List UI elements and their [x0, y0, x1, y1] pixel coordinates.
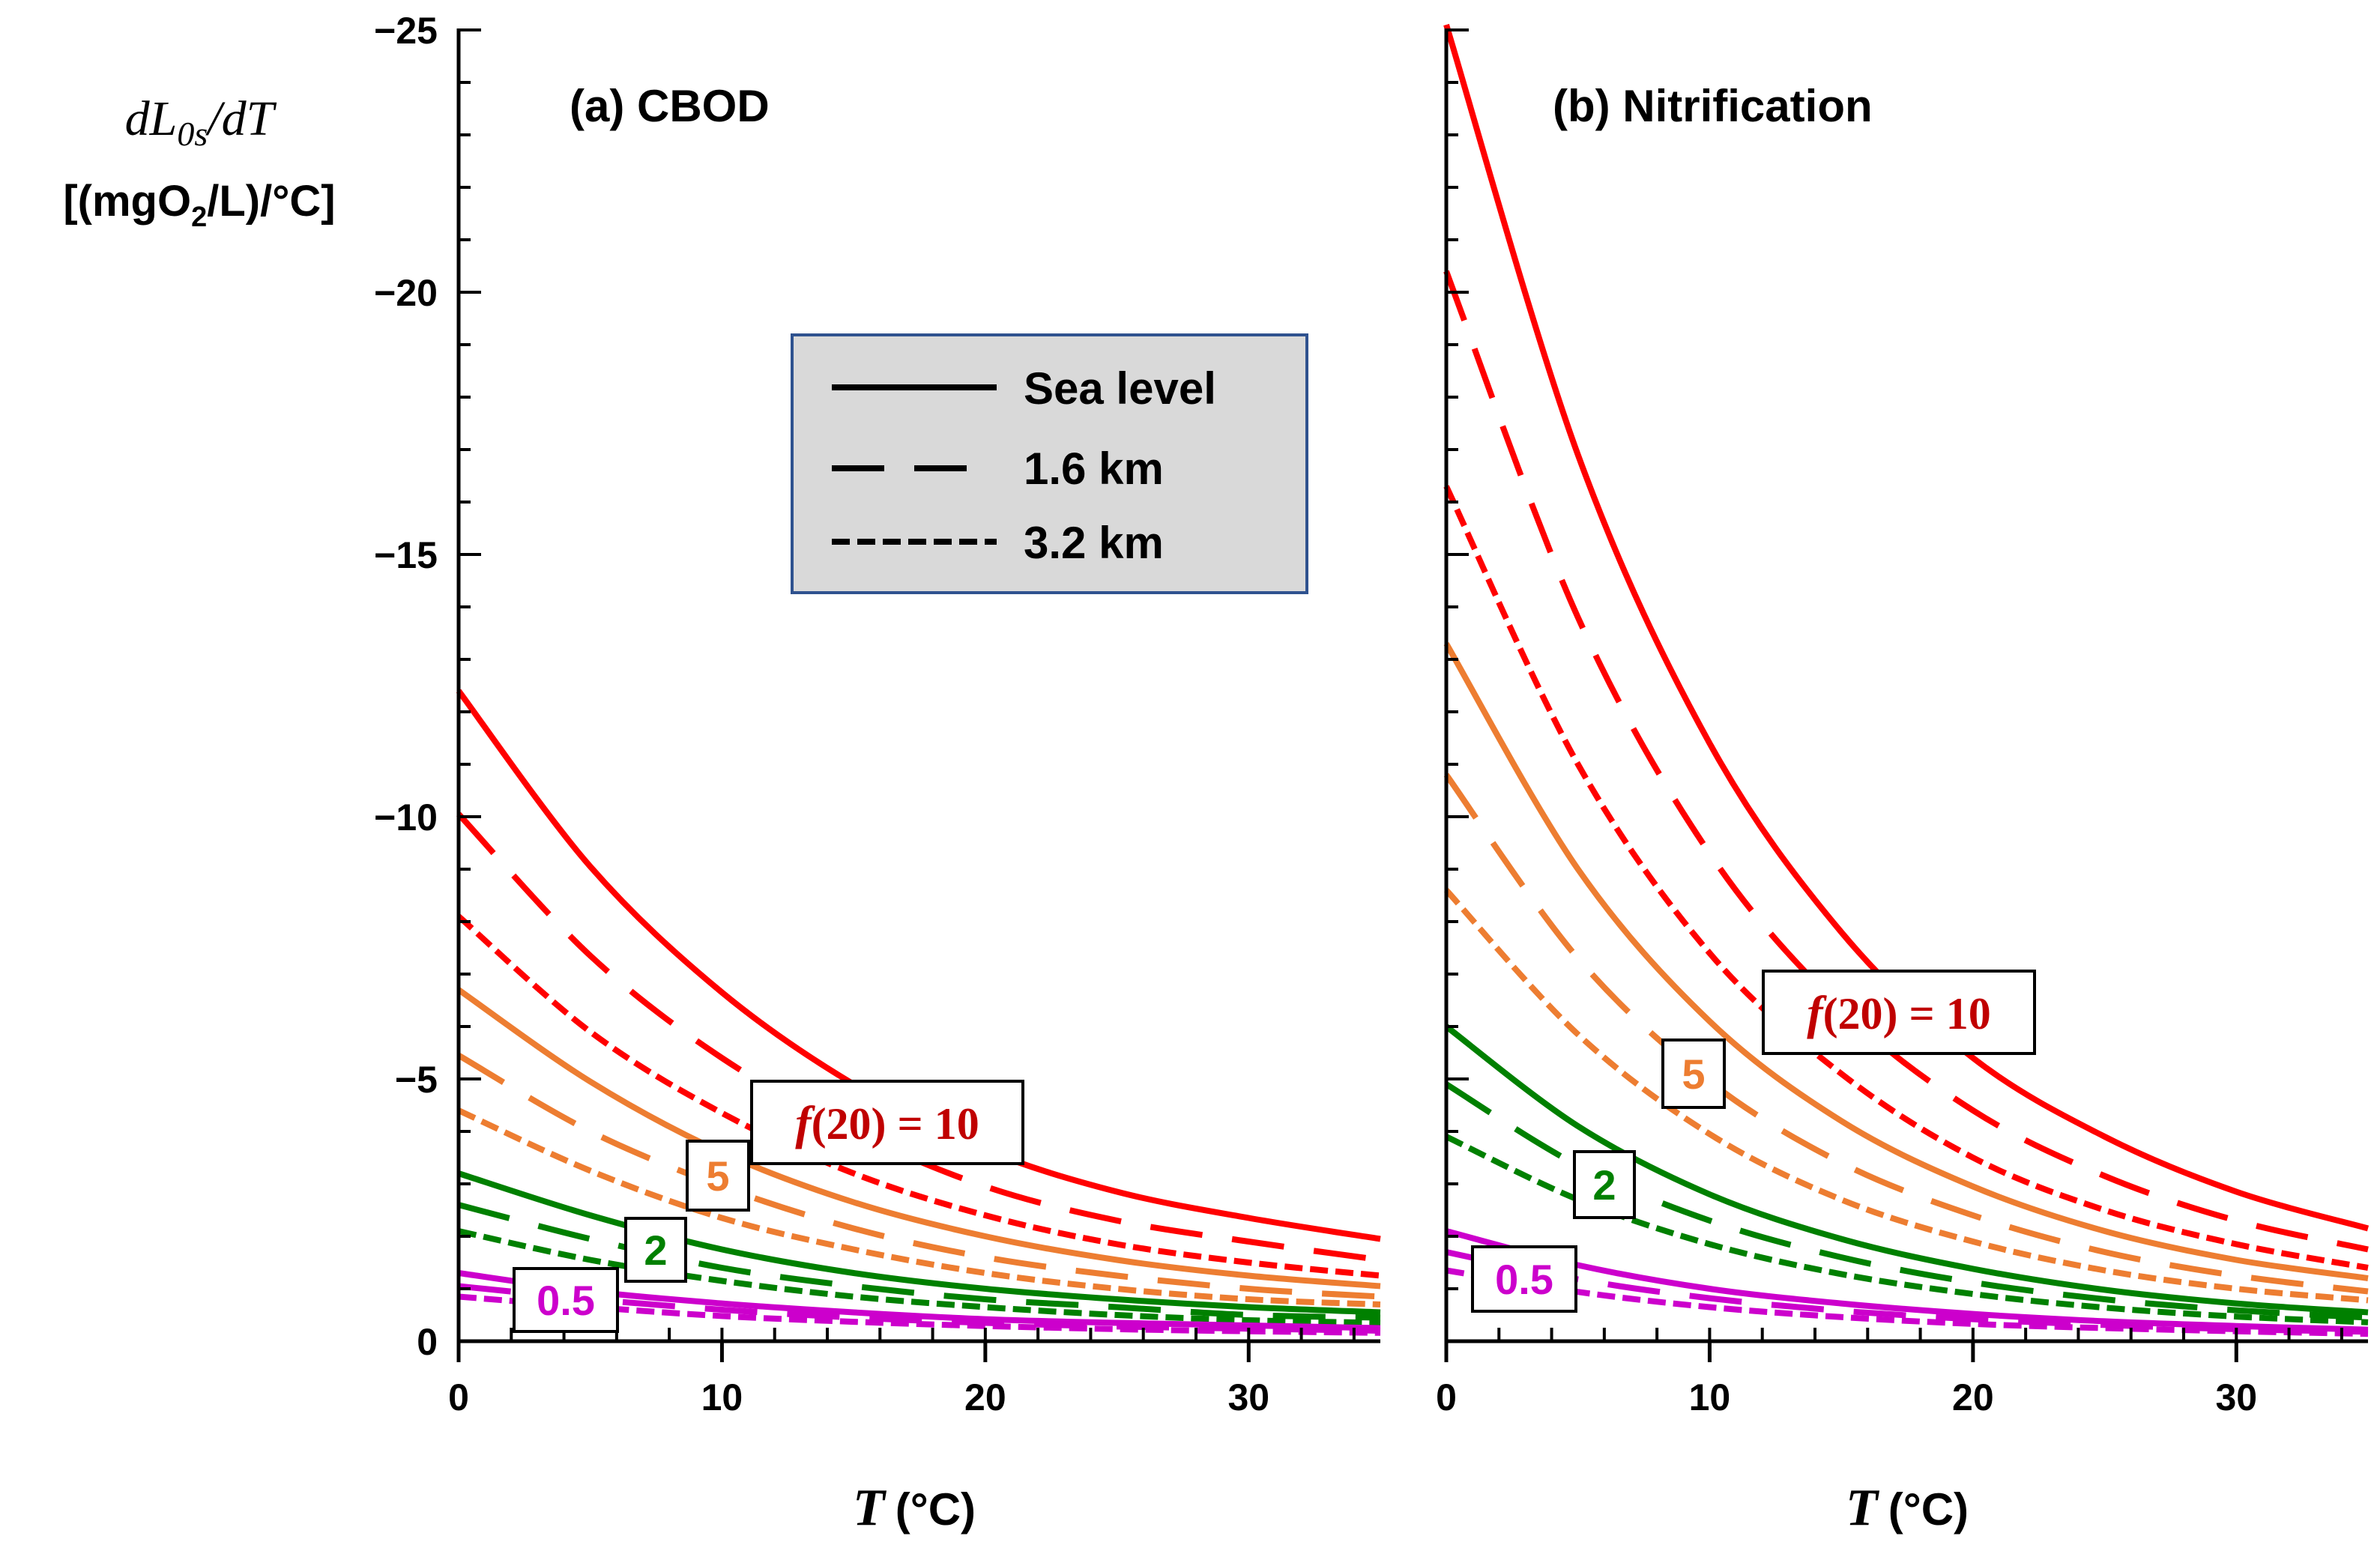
panel-b-x-tick-labels: 0 10 20 30: [1436, 1376, 2257, 1418]
panel-b-series-f0-5-3-2-km: [1446, 1267, 2369, 1337]
panel-b-curve-label-0-5: 0.5: [1471, 1245, 1577, 1313]
panel-a-x-tick-label: 20: [964, 1376, 1006, 1418]
y-tick-label: −15: [374, 534, 438, 576]
svg-text:2: 2: [644, 1227, 667, 1274]
y-tick-label: −10: [374, 796, 438, 838]
panel-b-series-f10-1-6-km: [1443, 270, 2369, 1253]
panel-a: 0 −5 −10 −15 −20 −25 0 10 20 30 (a) CBOD Sea lev…: [374, 10, 1381, 1537]
y-axis-label-line1: dL0s/dT: [125, 91, 277, 153]
svg-text:0.5: 0.5: [1495, 1256, 1553, 1303]
panel-b-title: (b) Nitrification: [1553, 81, 1873, 131]
panel-b-series-f2-1-6-km: [1444, 1081, 2369, 1321]
y-axis-label: dL0s/dT [(mgO2/L)/°C]: [63, 91, 335, 233]
panel-b: 0 10 20 30 (b) Nitrification f(20) = 10 5 2…: [1436, 23, 2370, 1537]
svg-text:f(20) = 10: f(20) = 10: [1807, 986, 1990, 1039]
svg-text:5: 5: [706, 1152, 729, 1200]
panel-b-series-f2-sea-level: [1444, 1024, 2369, 1316]
legend-box: [791, 333, 1308, 594]
panel-b-x-tick-label: 0: [1436, 1376, 1457, 1418]
panel-b-x-tick-label: 30: [2215, 1376, 2257, 1418]
legend-label-1-6-km: 1.6 km: [1024, 444, 1164, 494]
svg-text:0.5: 0.5: [537, 1277, 595, 1324]
panel-b-series-f0-5-sea-level: [1445, 1228, 2369, 1333]
panel-a-curve-label-2: 2: [624, 1217, 687, 1283]
panel-a-curve-label-0-5: 0.5: [513, 1267, 619, 1333]
legend-label-sea-level: Sea level: [1024, 363, 1216, 414]
panel-b-curve-label-5: 5: [1661, 1038, 1726, 1109]
y-tick-label: 0: [417, 1321, 438, 1363]
panel-a-title: (a) CBOD: [570, 81, 770, 131]
y-tick-label: −20: [374, 272, 438, 314]
panel-b-series-f5-3-2-km: [1444, 888, 2369, 1304]
y-axis-label-line2: [(mgO2/L)/°C]: [63, 177, 335, 233]
panel-b-x-tick-label: 10: [1689, 1376, 1731, 1418]
panel-b-x-axis-label: T (°C): [1846, 1479, 1969, 1537]
legend-label-3-2-km: 3.2 km: [1024, 518, 1164, 568]
panel-a-x-tick-label: 10: [701, 1376, 743, 1418]
svg-text:2: 2: [1592, 1161, 1616, 1209]
y-tick-label: −25: [374, 10, 438, 52]
panel-a-series-f2-sea-level: [457, 1170, 1381, 1316]
panel-a-y-tick-labels: 0 −5 −10 −15 −20 −25: [374, 10, 438, 1363]
panel-a-series-f2-1-6-km: [457, 1202, 1381, 1321]
y-tick-label: −5: [395, 1059, 438, 1101]
panel-a-series-f10-1-6-km: [456, 811, 1381, 1263]
panel-a-series-f2-3-2-km: [458, 1228, 1381, 1326]
panel-a-x-tick-labels: 0 10 20 30: [448, 1376, 1269, 1418]
panel-a-series-f0-5-3-2-km: [458, 1293, 1381, 1336]
panel-b-curve-label-10: f(20) = 10: [1762, 970, 2036, 1055]
panel-a-x-tick-label: 0: [448, 1376, 469, 1418]
panel-a-curve-label-10: f(20) = 10: [750, 1080, 1024, 1165]
panel-b-axes: [1444, 28, 2368, 1362]
panel-a-series-f5-1-6-km: [457, 1053, 1381, 1300]
svg-text:5: 5: [1682, 1050, 1705, 1098]
panel-a-x-tick-label: 30: [1227, 1376, 1269, 1418]
panel-b-x-tick-label: 20: [1952, 1376, 1994, 1418]
legend: Sea level 1.6 km 3.2 km: [791, 333, 1308, 594]
panel-a-curve-label-5: 5: [686, 1140, 750, 1212]
panel-b-curve-label-2: 2: [1573, 1150, 1636, 1219]
panel-b-series-f10-3-2-km: [1443, 485, 2369, 1271]
panel-b-series-f10-sea-level: [1443, 23, 2370, 1232]
panel-a-series-f5-3-2-km: [457, 1107, 1381, 1307]
panel-a-x-axis-label: T (°C): [853, 1479, 976, 1537]
panel-a-curves: [456, 689, 1381, 1336]
svg-text:f(20) = 10: f(20) = 10: [795, 1096, 979, 1149]
panel-b-series-f5-sea-level: [1443, 641, 2369, 1281]
panel-b-series-f5-1-6-km: [1443, 773, 2369, 1295]
panel-b-curves: [1443, 23, 2370, 1337]
panel-a-series-f5-sea-level: [456, 987, 1381, 1290]
